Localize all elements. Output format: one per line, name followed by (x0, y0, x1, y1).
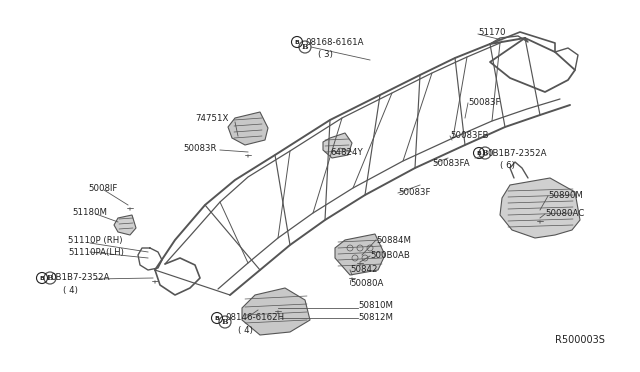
Text: 50810M: 50810M (358, 301, 393, 311)
Text: ( 3): ( 3) (318, 49, 333, 58)
Text: 5008lF: 5008lF (88, 183, 117, 192)
Text: B: B (221, 318, 228, 326)
Polygon shape (335, 234, 385, 275)
Text: 0B1B7-2352A: 0B1B7-2352A (50, 273, 109, 282)
Text: 08146-6162H: 08146-6162H (225, 314, 284, 323)
Text: 51170: 51170 (478, 28, 506, 36)
Text: 500B0AB: 500B0AB (370, 250, 410, 260)
Text: 50890M: 50890M (548, 190, 583, 199)
Text: 50080A: 50080A (350, 279, 383, 289)
Text: 50080AC: 50080AC (545, 208, 584, 218)
Text: B: B (301, 43, 308, 51)
Text: 50812M: 50812M (358, 314, 393, 323)
Text: B: B (40, 276, 44, 280)
Text: 64824Y: 64824Y (330, 148, 363, 157)
Text: B: B (477, 151, 481, 155)
Text: 08168-6161A: 08168-6161A (305, 38, 364, 46)
Text: 51110P (RH): 51110P (RH) (68, 235, 122, 244)
Text: 51110PA(LH): 51110PA(LH) (68, 247, 124, 257)
Text: 51180M: 51180M (72, 208, 107, 217)
Polygon shape (500, 178, 580, 238)
Text: R500003S: R500003S (555, 335, 605, 345)
Text: 74751X: 74751X (195, 113, 228, 122)
Text: B: B (47, 274, 53, 282)
Text: ( 4): ( 4) (238, 326, 253, 334)
Polygon shape (114, 215, 136, 235)
Polygon shape (242, 288, 310, 335)
Polygon shape (323, 133, 352, 158)
Text: ( 4): ( 4) (63, 285, 78, 295)
Text: 50083F: 50083F (468, 97, 500, 106)
Text: ( 6): ( 6) (500, 160, 515, 170)
Text: 50083FA: 50083FA (432, 158, 470, 167)
Text: B: B (214, 315, 220, 321)
Text: 50083R: 50083R (183, 144, 216, 153)
Text: B: B (294, 39, 300, 45)
Text: 50083FB: 50083FB (450, 131, 488, 140)
Text: 50884M: 50884M (376, 235, 411, 244)
Polygon shape (228, 112, 268, 145)
Text: 50842: 50842 (350, 266, 378, 275)
Text: B: B (482, 149, 488, 157)
Text: 50083F: 50083F (398, 187, 431, 196)
Text: 0B1B7-2352A: 0B1B7-2352A (487, 148, 547, 157)
